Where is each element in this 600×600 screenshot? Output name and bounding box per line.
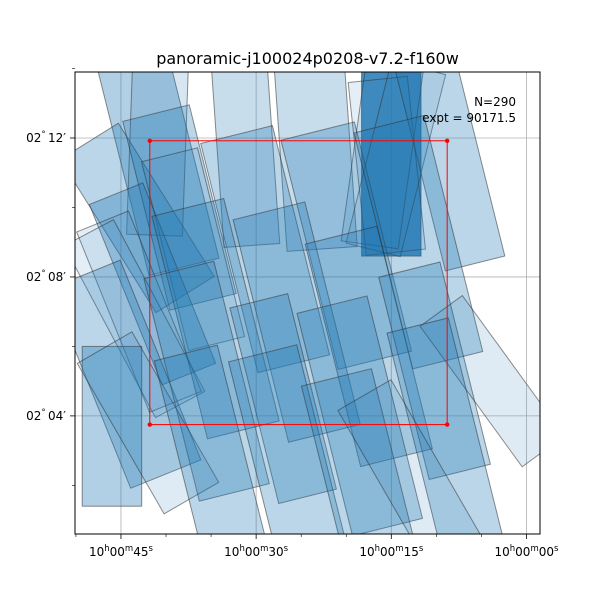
x-tick-label-0: 10h00m45s xyxy=(89,544,154,559)
field-box xyxy=(147,138,450,427)
count-annotation: N=290 xyxy=(474,95,516,109)
footprint-7 xyxy=(345,72,447,258)
footprint-6 xyxy=(347,75,427,256)
footprint-28 xyxy=(76,331,220,515)
footprint-1 xyxy=(126,72,190,237)
footprint-31 xyxy=(300,368,425,534)
footprint-11 xyxy=(140,147,246,352)
field-box-outline xyxy=(149,140,448,426)
footprint-30 xyxy=(227,344,353,534)
footprint-10 xyxy=(122,104,237,311)
footprint-29 xyxy=(153,344,269,534)
x-tick-label-2: 10h00m15s xyxy=(359,544,424,559)
field-box-corner-0 xyxy=(147,138,152,143)
y-axis-ticks: 02° 12′ 02° 08′ 02° 04′ xyxy=(26,68,75,486)
footprint-13 xyxy=(280,121,413,371)
plot-frame xyxy=(74,71,541,535)
field-box-corner-2 xyxy=(147,422,152,427)
footprint-12 xyxy=(200,125,331,374)
x-tick-label-1: 10h00m30s xyxy=(224,544,289,559)
field-box-corner-3 xyxy=(444,422,450,427)
footprint-19 xyxy=(232,201,361,443)
footprint-8 xyxy=(394,72,506,272)
footprint-25 xyxy=(229,292,338,505)
footprint-32 xyxy=(386,317,505,534)
footprint-33 xyxy=(337,379,496,534)
y-tick-label-2: 02° 04′ xyxy=(26,408,66,423)
footprint-24 xyxy=(143,260,270,502)
x-axis-ticks: 10h00m45s 10h00m30s 10h00m15s 10h00m00s xyxy=(75,534,560,559)
footprint-5 xyxy=(340,72,424,250)
chart-title: panoramic-j100024p0208-v7.2-f160w xyxy=(156,49,459,68)
footprint-16 xyxy=(75,210,202,413)
footprint-2 xyxy=(210,72,281,248)
expt-annotation: expt = 90171.5 xyxy=(422,111,516,125)
footprint-20 xyxy=(304,225,433,468)
x-tick-label-3: 10h00m00s xyxy=(495,544,560,559)
exposure-footprints xyxy=(75,72,540,534)
footprint-21 xyxy=(378,261,491,481)
field-box-corner-1 xyxy=(444,138,450,143)
footprint-23 xyxy=(75,259,202,489)
footprint-22 xyxy=(419,294,540,468)
footprint-0 xyxy=(96,72,220,277)
footprint-27 xyxy=(81,345,143,507)
y-tick-label-0: 02° 12′ xyxy=(26,130,66,145)
y-tick-label-1: 02° 08′ xyxy=(26,269,66,284)
